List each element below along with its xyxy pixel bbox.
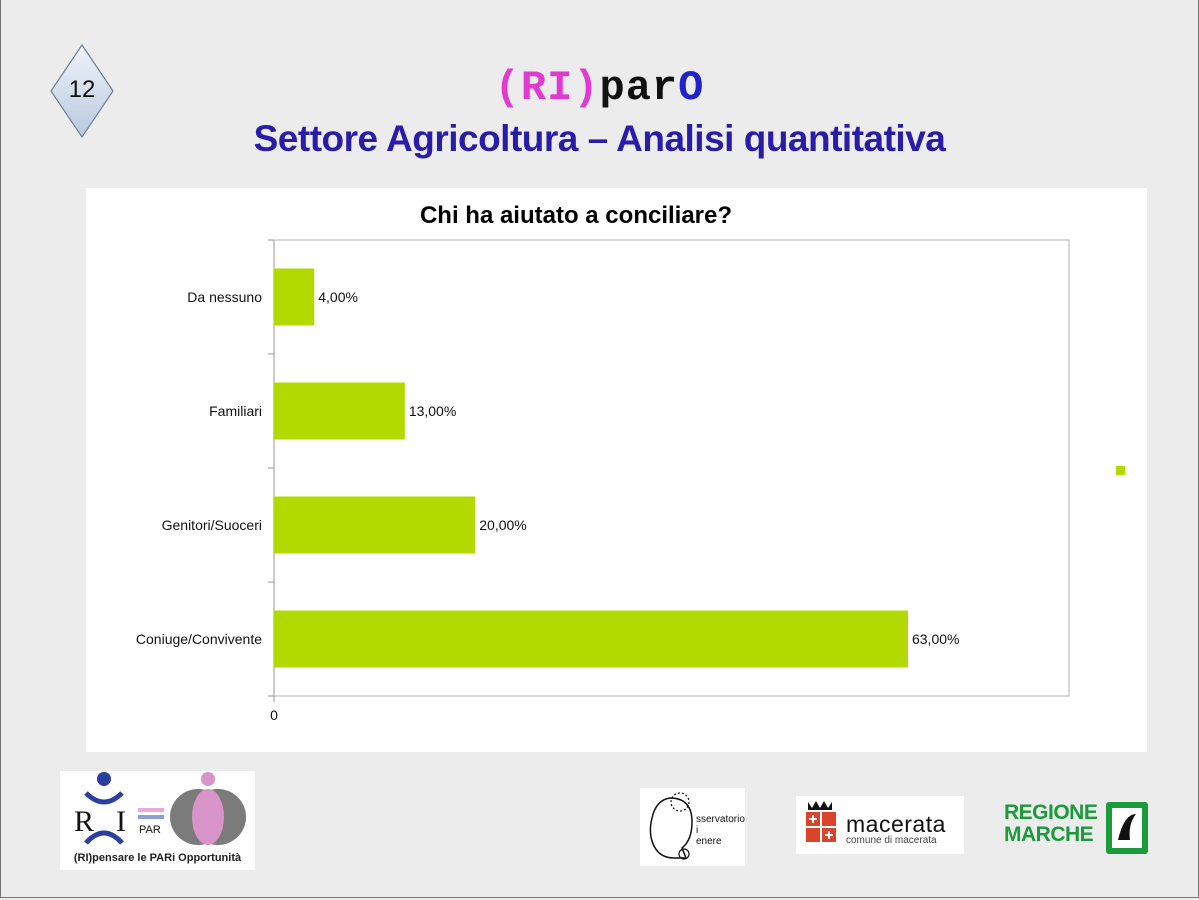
- ripar-r: R: [74, 805, 94, 838]
- brand-part-ri: (RI): [494, 64, 600, 112]
- brand-part-o: O: [678, 64, 705, 112]
- slide-number-badge: 12: [50, 44, 114, 138]
- data-label: 63,00%: [912, 631, 959, 647]
- category-label: Familiari: [209, 403, 262, 419]
- ripar-par: PAR: [139, 824, 161, 836]
- category-label: Da nessuno: [187, 289, 262, 305]
- chart-title: Chi ha aiutato a conciliare?: [419, 202, 733, 229]
- bar: [274, 610, 908, 668]
- data-label: 13,00%: [409, 403, 456, 419]
- brand-title: (RI)parO: [0, 64, 1199, 112]
- macerata-crest-icon: [806, 801, 836, 842]
- regione-marche-logo: REGIONE MARCHE: [1004, 800, 1149, 856]
- slide-subtitle: Settore Agricoltura – Analisi quantitati…: [253, 118, 946, 159]
- legend-swatch: [1116, 466, 1125, 475]
- chart-container: Da nessuno 4,00% Familiari 13,00% Genitori/S…: [86, 188, 1147, 752]
- face-profile-icon: [649, 792, 693, 860]
- regione-emblem-icon: [1106, 802, 1148, 854]
- macerata-logo: macerata comune di macerata: [796, 796, 964, 854]
- slide-number: 12: [68, 76, 96, 103]
- bar: [274, 496, 476, 554]
- ripar-i: I: [116, 805, 126, 838]
- osservatorio-logo: sservatorio i enere: [640, 788, 745, 866]
- regione-text: REGIONE MARCHE: [1004, 801, 1098, 846]
- macerata-subtitle: comune di macerata: [846, 835, 937, 846]
- regione-line-1: REGIONE: [1004, 801, 1098, 824]
- data-label: 4,00%: [318, 289, 358, 305]
- x-tick-label: 0: [270, 707, 278, 723]
- ripar-emblem: R I PAR: [74, 772, 246, 845]
- bar: [274, 268, 315, 326]
- ripar-logo: R I PAR (RI)pensare le PARi Opportunità: [60, 771, 255, 870]
- macerata-word: macerata: [846, 811, 946, 837]
- bar: [274, 382, 405, 440]
- osservatorio-text: sservatorio i enere: [696, 814, 745, 847]
- diamond-icon: [50, 44, 114, 138]
- bar-chart: Da nessuno 4,00% Familiari 13,00% Genitori/S…: [136, 239, 1070, 723]
- regione-line-2: MARCHE: [1004, 823, 1094, 846]
- data-label: 20,00%: [479, 517, 526, 533]
- ripar-caption: (RI)pensare le PARi Opportunità: [73, 852, 242, 864]
- category-label: Coniuge/Convivente: [136, 631, 262, 647]
- brand-part-par: par: [599, 64, 679, 112]
- category-label: Genitori/Suoceri: [162, 517, 262, 533]
